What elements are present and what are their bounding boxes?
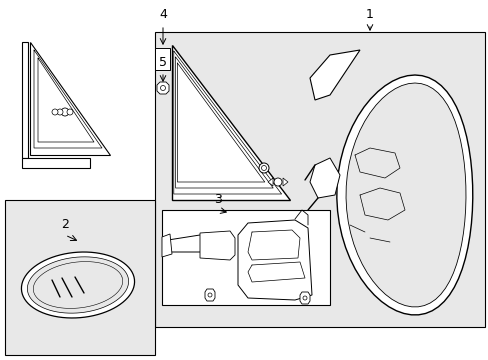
Circle shape bbox=[207, 293, 212, 297]
Circle shape bbox=[160, 85, 165, 90]
Polygon shape bbox=[172, 45, 289, 200]
Text: 1: 1 bbox=[366, 8, 373, 21]
Polygon shape bbox=[30, 42, 110, 155]
Circle shape bbox=[57, 109, 63, 115]
Polygon shape bbox=[299, 292, 309, 304]
Text: 2: 2 bbox=[61, 219, 69, 231]
Polygon shape bbox=[21, 252, 134, 318]
Circle shape bbox=[61, 108, 69, 116]
Circle shape bbox=[67, 109, 73, 115]
Polygon shape bbox=[162, 234, 172, 257]
Polygon shape bbox=[155, 48, 170, 70]
Polygon shape bbox=[336, 75, 472, 315]
Polygon shape bbox=[309, 50, 359, 100]
Polygon shape bbox=[283, 178, 287, 186]
Circle shape bbox=[273, 178, 282, 186]
Polygon shape bbox=[200, 231, 235, 260]
Polygon shape bbox=[346, 83, 465, 307]
Polygon shape bbox=[22, 158, 90, 168]
Text: 3: 3 bbox=[214, 193, 222, 207]
Polygon shape bbox=[238, 220, 311, 300]
Bar bbox=[5, 200, 155, 355]
Polygon shape bbox=[204, 289, 215, 301]
Circle shape bbox=[259, 163, 268, 173]
Polygon shape bbox=[157, 82, 169, 94]
Text: 5: 5 bbox=[159, 55, 167, 68]
Polygon shape bbox=[27, 257, 128, 313]
Bar bbox=[155, 32, 484, 327]
Circle shape bbox=[261, 166, 266, 171]
Polygon shape bbox=[168, 235, 231, 252]
Circle shape bbox=[52, 109, 58, 115]
Polygon shape bbox=[267, 178, 272, 186]
Text: 4: 4 bbox=[159, 9, 166, 22]
Polygon shape bbox=[309, 158, 339, 198]
Circle shape bbox=[303, 296, 306, 300]
Polygon shape bbox=[22, 42, 28, 158]
Bar bbox=[162, 210, 329, 305]
